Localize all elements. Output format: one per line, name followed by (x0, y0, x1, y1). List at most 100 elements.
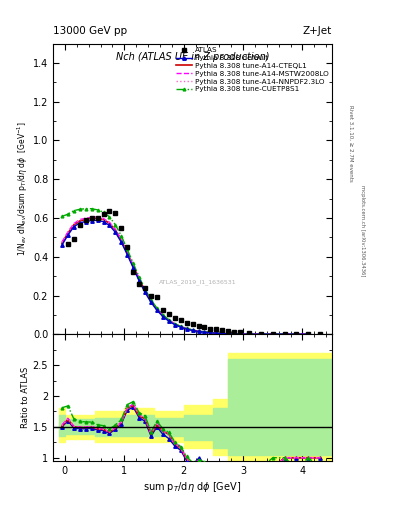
Pythia 8.308 tune-CUETP8S1 (131, 260, 136, 266)
Pythia 8.308 tune-A14-MSTW2008LO (154, 306, 159, 312)
Pythia 8.308 tune-A14-NNPDF2.3LO (60, 240, 64, 246)
Pythia 8.308 default (125, 251, 130, 258)
Pythia 8.308 tune-A14-MSTW2008LO (131, 262, 136, 268)
Pythia 8.308 default (214, 330, 219, 336)
Pythia 8.308 default (167, 318, 171, 324)
Pythia 8.308 tune-A14-MSTW2008LO (125, 249, 130, 255)
Pythia 8.308 tune-A14-MSTW2008LO (196, 328, 201, 334)
Pythia 8.308 tune-CUETP8S1 (113, 222, 118, 228)
Pythia 8.308 tune-A14-CTEQL1 (238, 331, 242, 337)
Pythia 8.308 tune-A14-CTEQL1 (101, 217, 106, 223)
Pythia 8.308 tune-A14-CTEQL1 (72, 222, 76, 228)
Pythia 8.308 tune-A14-CTEQL1 (270, 331, 275, 337)
Pythia 8.308 default (131, 265, 136, 271)
ATLAS (89, 215, 94, 221)
Pythia 8.308 tune-A14-MSTW2008LO (77, 217, 82, 223)
Pythia 8.308 tune-A14-NNPDF2.3LO (154, 306, 159, 312)
Pythia 8.308 tune-A14-NNPDF2.3LO (83, 216, 88, 222)
ATLAS (167, 311, 171, 317)
ATLAS (149, 293, 153, 299)
Pythia 8.308 tune-A14-MSTW2008LO (167, 317, 171, 323)
Text: Nch (ATLAS UE in Z production): Nch (ATLAS UE in Z production) (116, 52, 269, 62)
Pythia 8.308 tune-A14-MSTW2008LO (190, 327, 195, 333)
Pythia 8.308 default (83, 219, 88, 225)
ATLAS (226, 328, 231, 334)
Pythia 8.308 default (196, 328, 201, 334)
Pythia 8.308 default (107, 222, 112, 228)
Pythia 8.308 tune-A14-NNPDF2.3LO (101, 216, 106, 222)
Pythia 8.308 tune-A14-CTEQL1 (167, 317, 171, 324)
Pythia 8.308 tune-A14-NNPDF2.3LO (143, 288, 147, 294)
Pythia 8.308 tune-A14-NNPDF2.3LO (202, 329, 207, 335)
Pythia 8.308 default (143, 289, 147, 295)
Pythia 8.308 tune-A14-MSTW2008LO (149, 297, 153, 304)
Pythia 8.308 tune-A14-MSTW2008LO (282, 331, 287, 337)
Pythia 8.308 tune-A14-CTEQL1 (143, 288, 147, 294)
Pythia 8.308 tune-A14-CTEQL1 (77, 218, 82, 224)
Pythia 8.308 tune-A14-NNPDF2.3LO (178, 324, 183, 330)
Pythia 8.308 tune-CUETP8S1 (95, 207, 100, 213)
Line: Pythia 8.308 tune-A14-NNPDF2.3LO: Pythia 8.308 tune-A14-NNPDF2.3LO (62, 218, 309, 334)
Pythia 8.308 tune-CUETP8S1 (137, 274, 141, 280)
Line: Pythia 8.308 tune-A14-CTEQL1: Pythia 8.308 tune-A14-CTEQL1 (62, 218, 309, 334)
ATLAS (238, 329, 242, 335)
Pythia 8.308 default (149, 300, 153, 306)
Pythia 8.308 tune-A14-CTEQL1 (202, 329, 207, 335)
Line: Pythia 8.308 tune-CUETP8S1: Pythia 8.308 tune-CUETP8S1 (61, 207, 310, 335)
ATLAS (66, 241, 70, 247)
Pythia 8.308 tune-CUETP8S1 (167, 317, 171, 323)
Pythia 8.308 tune-A14-CTEQL1 (190, 327, 195, 333)
ATLAS (294, 331, 299, 337)
Pythia 8.308 tune-A14-NNPDF2.3LO (149, 298, 153, 304)
Pythia 8.308 tune-A14-NNPDF2.3LO (247, 331, 252, 337)
Pythia 8.308 tune-A14-MSTW2008LO (83, 215, 88, 221)
Legend: ATLAS, Pythia 8.308 default, Pythia 8.308 tune-A14-CTEQL1, Pythia 8.308 tune-A14: ATLAS, Pythia 8.308 default, Pythia 8.30… (174, 46, 330, 94)
Pythia 8.308 tune-A14-MSTW2008LO (95, 214, 100, 220)
Pythia 8.308 tune-CUETP8S1 (306, 331, 311, 337)
ATLAS (95, 215, 100, 221)
ATLAS (154, 293, 159, 300)
Pythia 8.308 tune-CUETP8S1 (107, 214, 112, 220)
Pythia 8.308 default (119, 239, 124, 245)
Pythia 8.308 default (89, 218, 94, 224)
Pythia 8.308 tune-A14-CTEQL1 (119, 237, 124, 243)
Pythia 8.308 default (202, 329, 207, 335)
Pythia 8.308 tune-A14-CTEQL1 (220, 330, 225, 336)
Pythia 8.308 tune-A14-CTEQL1 (131, 263, 136, 269)
Y-axis label: 1/N$_{ev}$ dN$_{ev}$/dsum p$_T$/d$\eta$ d$\phi$  [GeV$^{-1}$]: 1/N$_{ev}$ dN$_{ev}$/dsum p$_T$/d$\eta$ … (16, 121, 30, 257)
Pythia 8.308 tune-CUETP8S1 (160, 312, 165, 318)
Line: ATLAS: ATLAS (66, 209, 323, 336)
Pythia 8.308 tune-A14-CTEQL1 (259, 331, 263, 337)
ATLAS (143, 285, 147, 291)
Pythia 8.308 tune-CUETP8S1 (66, 211, 70, 217)
ATLAS (282, 331, 287, 337)
Pythia 8.308 tune-A14-MSTW2008LO (214, 330, 219, 336)
Pythia 8.308 tune-A14-MSTW2008LO (173, 321, 177, 327)
Pythia 8.308 tune-A14-NNPDF2.3LO (220, 330, 225, 336)
Pythia 8.308 tune-A14-CTEQL1 (184, 326, 189, 332)
ATLAS (101, 211, 106, 217)
Pythia 8.308 tune-A14-MSTW2008LO (208, 330, 213, 336)
Pythia 8.308 tune-A14-MSTW2008LO (119, 237, 124, 243)
Pythia 8.308 tune-CUETP8S1 (184, 325, 189, 331)
Pythia 8.308 tune-A14-MSTW2008LO (306, 331, 311, 337)
Text: 13000 GeV pp: 13000 GeV pp (53, 26, 127, 36)
ATLAS (220, 327, 225, 333)
Pythia 8.308 tune-A14-NNPDF2.3LO (306, 331, 311, 337)
Pythia 8.308 tune-A14-MSTW2008LO (220, 330, 225, 336)
Pythia 8.308 tune-A14-CTEQL1 (83, 216, 88, 222)
Pythia 8.308 tune-A14-NNPDF2.3LO (119, 237, 124, 243)
Pythia 8.308 tune-A14-CTEQL1 (125, 250, 130, 256)
Pythia 8.308 default (238, 331, 242, 337)
Pythia 8.308 tune-A14-NNPDF2.3LO (160, 312, 165, 318)
Pythia 8.308 tune-A14-MSTW2008LO (178, 324, 183, 330)
Pythia 8.308 tune-A14-CTEQL1 (282, 331, 287, 337)
Pythia 8.308 default (294, 331, 299, 337)
ATLAS (232, 329, 237, 335)
Pythia 8.308 default (270, 331, 275, 337)
Pythia 8.308 tune-A14-NNPDF2.3LO (66, 229, 70, 236)
Pythia 8.308 tune-CUETP8S1 (220, 330, 225, 336)
Pythia 8.308 tune-A14-MSTW2008LO (238, 331, 242, 337)
Pythia 8.308 default (190, 327, 195, 333)
Pythia 8.308 tune-A14-NNPDF2.3LO (131, 263, 136, 269)
